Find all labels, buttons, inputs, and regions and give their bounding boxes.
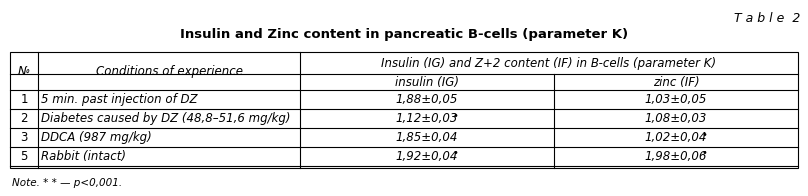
Text: Diabetes caused by DZ (48,8–51,6 mg/kg): Diabetes caused by DZ (48,8–51,6 mg/kg) (41, 112, 291, 125)
Text: 1: 1 (20, 93, 27, 106)
Text: 5 min. past injection of DZ: 5 min. past injection of DZ (41, 93, 197, 106)
Text: 1,12±0,03: 1,12±0,03 (396, 112, 458, 125)
Text: insulin (IG): insulin (IG) (395, 75, 459, 89)
Text: 1,98±0,06: 1,98±0,06 (645, 150, 707, 163)
Text: 2: 2 (20, 112, 27, 125)
Text: T a b l e  2: T a b l e 2 (734, 12, 800, 25)
Text: •: • (701, 130, 707, 140)
Text: Rabbit (intact): Rabbit (intact) (41, 150, 126, 163)
Text: 1,85±0,04: 1,85±0,04 (396, 131, 458, 144)
Text: 1,88±0,05: 1,88±0,05 (396, 93, 458, 106)
Text: 1,08±0,03: 1,08±0,03 (645, 112, 707, 125)
Text: Note. * * — p<0,001.: Note. * * — p<0,001. (12, 178, 122, 188)
Text: Insulin (IG) and Z+2 content (IF) in B-cells (parameter K): Insulin (IG) and Z+2 content (IF) in B-c… (381, 56, 717, 70)
Text: 1,02±0,04: 1,02±0,04 (645, 131, 707, 144)
Text: 1,92±0,04: 1,92±0,04 (396, 150, 458, 163)
Text: •: • (701, 149, 707, 159)
Text: №: № (18, 64, 30, 77)
Text: •: • (452, 149, 458, 159)
Text: DDCA (987 mg/kg): DDCA (987 mg/kg) (41, 131, 152, 144)
Text: 3: 3 (20, 131, 27, 144)
Text: Insulin and Zinc content in pancreatic B-cells (parameter K): Insulin and Zinc content in pancreatic B… (180, 28, 628, 41)
Text: zinc (IF): zinc (IF) (653, 75, 699, 89)
Text: 1,03±0,05: 1,03±0,05 (645, 93, 707, 106)
Bar (10, 52, 798, 168)
Text: •: • (452, 111, 458, 121)
Text: Conditions of experience: Conditions of experience (95, 64, 242, 77)
Text: 5: 5 (20, 150, 27, 163)
